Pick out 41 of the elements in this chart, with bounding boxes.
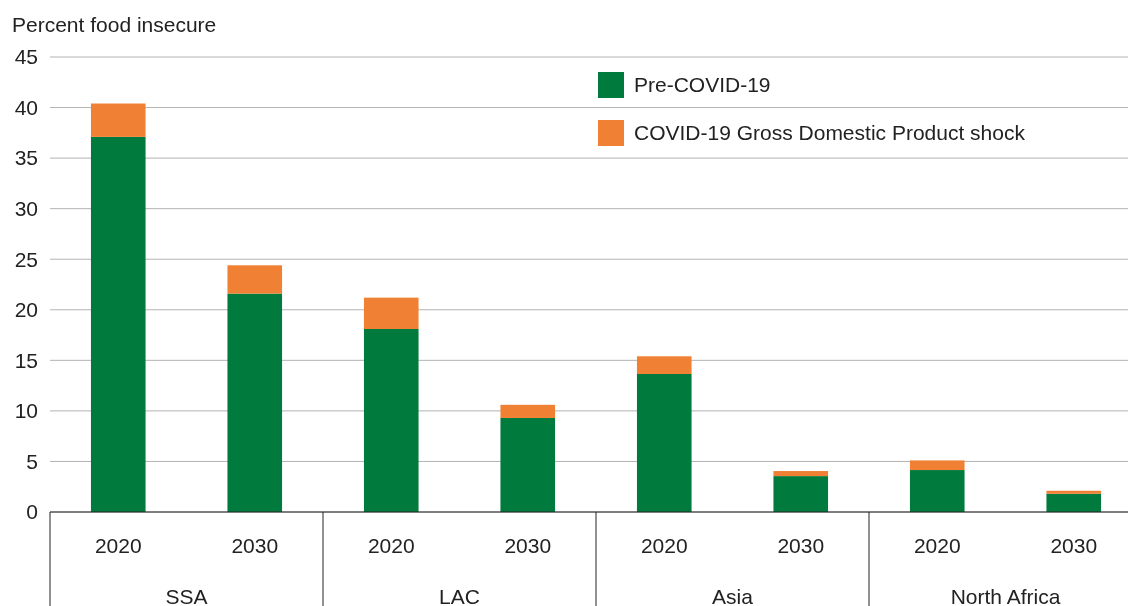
x-tick-label: 2030 bbox=[777, 534, 825, 557]
y-tick-label: 25 bbox=[14, 247, 38, 271]
bar bbox=[500, 404, 556, 418]
y-tick-label: 40 bbox=[14, 95, 38, 119]
bar bbox=[227, 293, 283, 512]
text: LAC bbox=[439, 585, 480, 606]
text: Asia bbox=[712, 585, 754, 606]
legend-label: Pre-COVID-19 bbox=[634, 73, 771, 97]
bar bbox=[1046, 490, 1102, 494]
bar bbox=[773, 476, 829, 512]
y-tick-label: 10 bbox=[14, 399, 38, 423]
bar bbox=[636, 373, 692, 512]
y-tick-label: 15 bbox=[14, 348, 38, 372]
x-tick-label: 2020 bbox=[640, 534, 688, 557]
x-tick-label: 2030 bbox=[1050, 534, 1098, 557]
legend-label: COVID-19 Gross Domestic Product shock bbox=[634, 121, 1026, 145]
y-axis-title: Percent food insecure bbox=[12, 13, 217, 36]
bar bbox=[773, 471, 829, 477]
x-tick-label: 2020 bbox=[913, 534, 961, 557]
y-tick-label: 5 bbox=[26, 449, 38, 473]
bar bbox=[363, 328, 419, 512]
y-tick-label: 30 bbox=[14, 197, 38, 221]
bar bbox=[90, 136, 146, 512]
bar bbox=[636, 356, 692, 374]
y-tick-label: 20 bbox=[14, 298, 38, 322]
y-tick-label: 35 bbox=[14, 146, 38, 170]
bar bbox=[909, 470, 965, 512]
bar bbox=[90, 103, 146, 137]
bar bbox=[909, 460, 965, 471]
x-tick-label: 2030 bbox=[504, 534, 552, 557]
y-tick-label: 45 bbox=[14, 45, 38, 69]
bar bbox=[227, 265, 283, 294]
y-tick-label: 0 bbox=[26, 500, 38, 524]
bar bbox=[363, 297, 419, 329]
x-tick-label: 2020 bbox=[94, 534, 142, 557]
x-tick-label: 2020 bbox=[367, 534, 415, 557]
bar bbox=[1046, 493, 1102, 512]
x-tick-label: 2030 bbox=[231, 534, 279, 557]
text: North Africa bbox=[950, 585, 1061, 606]
text: SSA bbox=[165, 585, 208, 606]
bar bbox=[500, 417, 556, 512]
